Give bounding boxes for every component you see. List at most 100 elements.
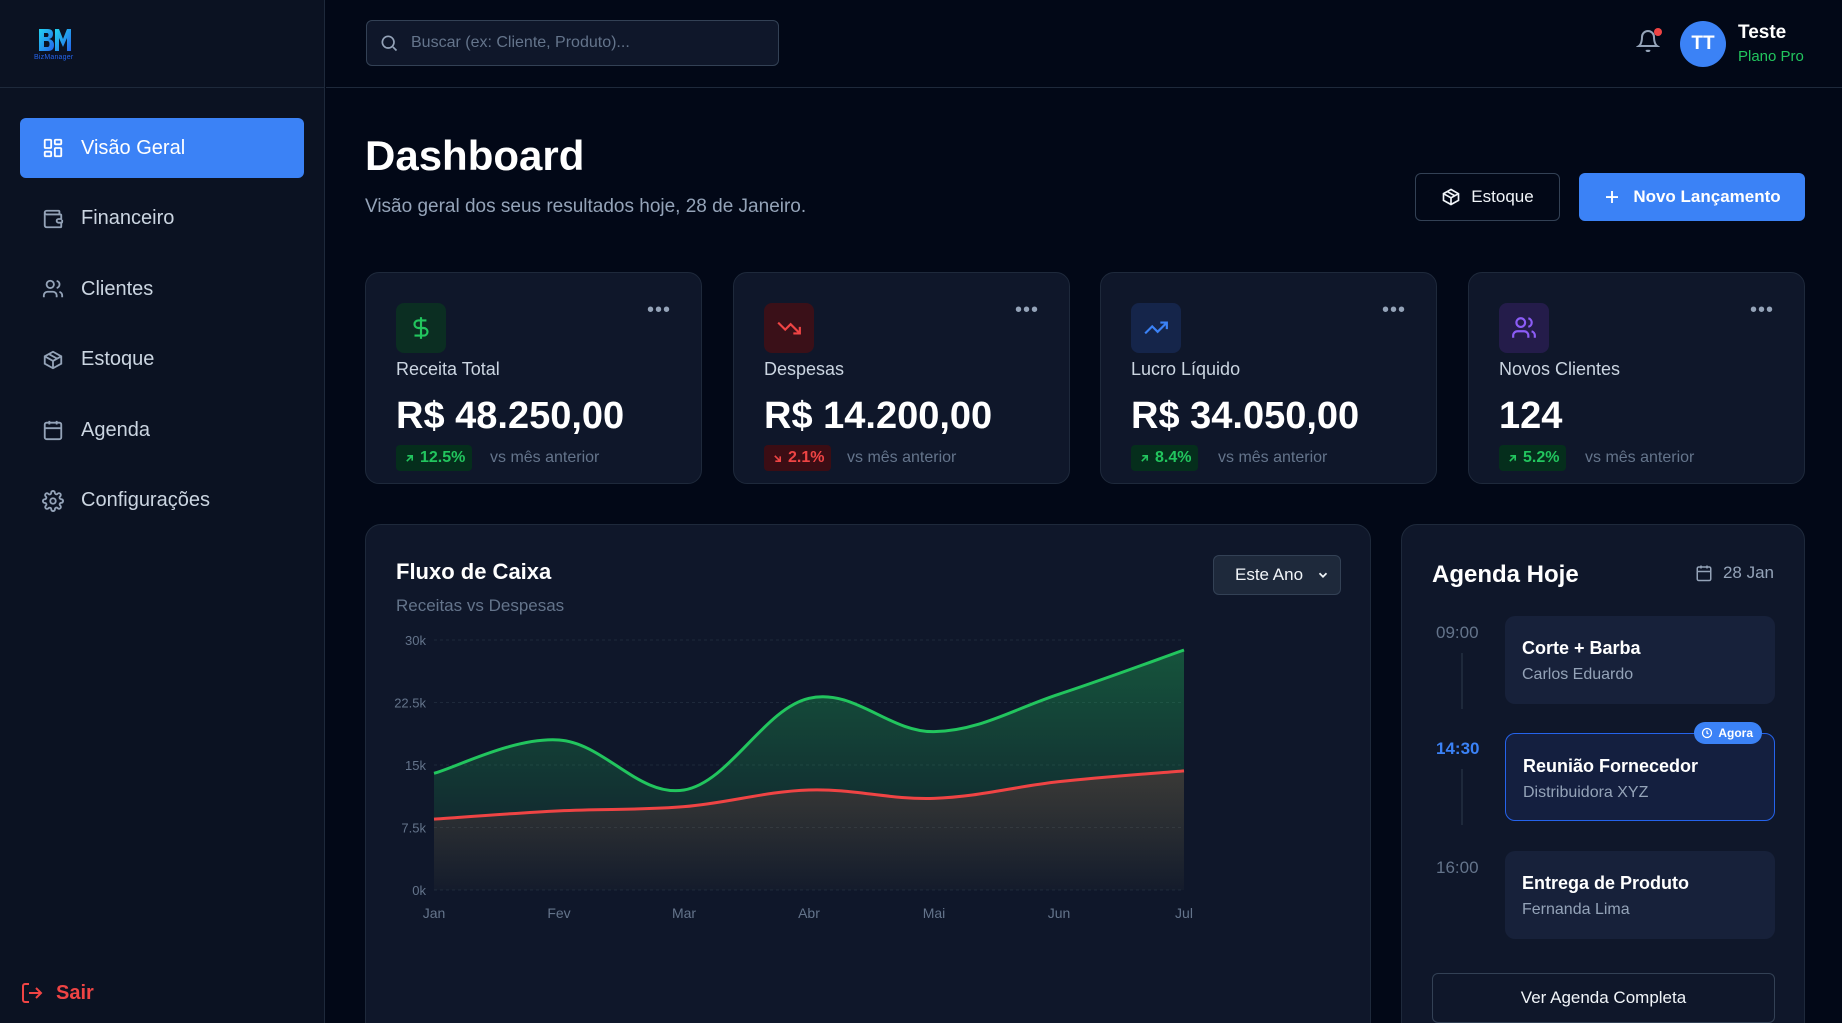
event-time: 09:00 — [1436, 623, 1479, 642]
search-input[interactable] — [411, 34, 751, 52]
y-tick-label: 0k — [412, 883, 426, 898]
event-title: Corte + Barba — [1522, 638, 1641, 658]
sidebar-item-label: Visão Geral — [81, 136, 186, 159]
trending-up-icon — [1131, 303, 1181, 353]
now-badge-label: Agora — [1718, 726, 1753, 740]
sidebar-item-label: Clientes — [81, 277, 154, 300]
more-icon[interactable]: ••• — [1381, 299, 1406, 321]
trending-down-icon — [764, 303, 814, 353]
sidebar-item-visao-geral[interactable]: Visão Geral — [20, 118, 304, 178]
event-time: 14:30 — [1436, 739, 1480, 758]
chart-subtitle: Receitas vs Despesas — [396, 596, 565, 615]
x-tick-label: Mar — [672, 905, 696, 921]
y-tick-label: 22.5k — [394, 696, 426, 711]
user-plan: Plano Pro — [1738, 48, 1804, 65]
range-select-value: Este Ano — [1235, 565, 1304, 584]
page-title: Dashboard — [365, 132, 585, 179]
new-entry-button[interactable]: Novo Lançamento — [1579, 173, 1805, 221]
kpi-change-value: 12.5% — [420, 449, 466, 466]
y-tick-label: 30k — [405, 633, 426, 648]
sidebar-item-label: Configurações — [81, 489, 210, 511]
kpi-change-badge: 8.4% — [1131, 445, 1199, 471]
kpi-change-badge: 12.5% — [396, 445, 473, 471]
sidebar-item-agenda[interactable]: Agenda — [20, 400, 304, 460]
kpi-label: Receita Total — [396, 359, 500, 379]
sidebar: BizManager Visão Geral Financeiro Client… — [0, 0, 325, 1023]
sidebar-item-estoque[interactable]: Estoque — [20, 330, 304, 390]
stock-button-label: Estoque — [1471, 187, 1534, 206]
cashflow-chart: 0k 7.5k 15k 22.5k 30k Jan Fev Mar Abr Mai Jun Jul — [394, 633, 1193, 921]
x-tick-label: Jan — [423, 905, 446, 921]
x-tick-label: Fev — [547, 905, 570, 921]
event-card[interactable]: Entrega de Produto Fernanda Lima — [1505, 851, 1775, 939]
logout-button[interactable]: Sair — [20, 981, 94, 1005]
calendar-icon — [1695, 564, 1713, 582]
event-subtitle: Carlos Eduardo — [1522, 666, 1634, 683]
sidebar-item-clientes[interactable]: Clientes — [20, 259, 304, 319]
series-area — [434, 770, 1184, 890]
range-select[interactable]: Este Ano — [1213, 555, 1341, 595]
kpi-note: vs mês anterior — [847, 449, 957, 466]
agenda-date: 28 Jan — [1695, 563, 1774, 583]
view-full-agenda-button[interactable]: Ver Agenda Completa — [1432, 973, 1775, 1023]
stock-button[interactable]: Estoque — [1415, 173, 1560, 221]
sidebar-item-label: Estoque — [81, 348, 155, 370]
kpi-card-receita: ••• Receita Total R$ 48.250,00 12.5% vs … — [365, 272, 702, 484]
event-title: Reunião Fornecedor — [1523, 756, 1699, 776]
brand-logo[interactable]: BizManager — [34, 27, 73, 61]
avatar[interactable]: TT — [1680, 21, 1726, 67]
calendar-icon — [41, 418, 65, 442]
notifications-button[interactable] — [1635, 28, 1664, 56]
logout-icon — [20, 981, 44, 1005]
x-tick-label: Abr — [798, 905, 820, 921]
users-icon — [1499, 303, 1549, 353]
cashflow-panel: 0k 7.5k 15k 22.5k 30k Jan Fev Mar Abr Mai Jun Jul F… — [365, 524, 1371, 1023]
agenda-date-label: 28 Jan — [1722, 563, 1774, 582]
arrow-up-right-icon — [406, 454, 414, 462]
sidebar-item-label: Agenda — [81, 418, 150, 441]
page-subtitle: Visão geral dos seus resultados hoje, 28… — [365, 196, 807, 217]
agenda-title: Agenda Hoje — [1432, 561, 1579, 588]
sidebar-nav: Visão Geral Financeiro Clientes Estoque … — [0, 88, 324, 531]
users-icon — [41, 277, 65, 301]
kpi-note: vs mês anterior — [1218, 449, 1328, 466]
more-icon[interactable]: ••• — [646, 299, 671, 321]
kpi-note: vs mês anterior — [1585, 449, 1695, 466]
kpi-change-value: 5.2% — [1523, 449, 1560, 466]
kpi-value: R$ 14.200,00 — [764, 395, 993, 437]
logo-area: BizManager — [0, 0, 324, 88]
kpi-change-badge: 2.1% — [764, 445, 832, 471]
event-subtitle: Fernanda Lima — [1522, 901, 1630, 918]
more-icon[interactable]: ••• — [1014, 299, 1039, 321]
chart-title: Fluxo de Caixa — [396, 559, 552, 584]
y-tick-label: 7.5k — [401, 821, 426, 836]
sidebar-item-financeiro[interactable]: Financeiro — [20, 189, 304, 249]
notification-dot — [1654, 28, 1662, 36]
search-box[interactable] — [366, 20, 779, 66]
x-tick-label: Jun — [1048, 905, 1071, 921]
kpi-card-novos-clientes: ••• Novos Clientes 124 5.2% vs mês anter… — [1468, 272, 1805, 484]
brand-logo-subtext: BizManager — [34, 53, 74, 61]
kpi-label: Lucro Líquido — [1131, 359, 1241, 379]
timeline-line — [1461, 769, 1463, 825]
layout-grid-icon — [41, 136, 65, 160]
kpi-card-despesas: ••• Despesas R$ 14.200,00 2.1% vs mês an… — [733, 272, 1070, 484]
event-card[interactable]: Corte + Barba Carlos Eduardo — [1505, 616, 1775, 704]
kpi-card-lucro: ••• Lucro Líquido R$ 34.050,00 8.4% vs m… — [1100, 272, 1437, 484]
gear-icon — [41, 489, 65, 513]
kpi-note: vs mês anterior — [490, 449, 600, 466]
event-title: Entrega de Produto — [1522, 873, 1690, 893]
arrow-up-right-icon — [1141, 454, 1149, 462]
more-icon[interactable]: ••• — [1749, 299, 1774, 321]
chevron-down-icon — [1316, 568, 1330, 582]
arrow-down-right-icon — [774, 454, 782, 462]
sidebar-item-label: Financeiro — [81, 207, 175, 229]
topbar: TT Teste Plano Pro — [326, 0, 1842, 88]
bell-icon — [1635, 30, 1661, 53]
new-entry-button-label: Novo Lançamento — [1633, 187, 1781, 206]
plus-icon — [1603, 188, 1621, 206]
agenda-panel: Agenda Hoje 28 Jan 09:00 Corte + Barba C… — [1401, 524, 1805, 1023]
package-icon — [41, 348, 65, 372]
sidebar-item-configuracoes[interactable]: Configurações — [20, 471, 304, 531]
event-card-current[interactable]: Agora Reunião Fornecedor Distribuidora X… — [1505, 722, 1775, 821]
